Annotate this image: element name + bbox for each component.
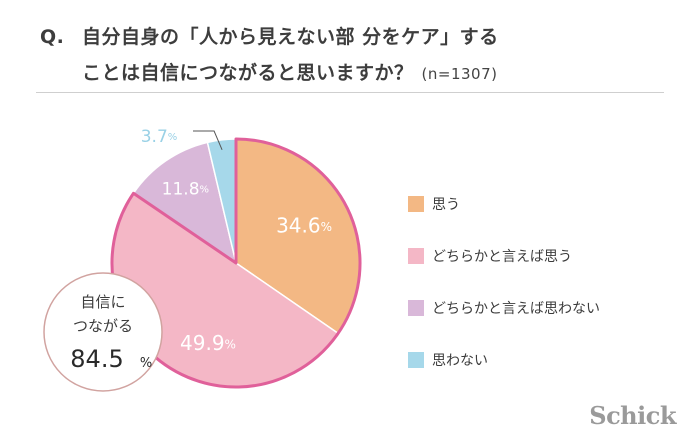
sample-size: (n=1307) — [421, 65, 498, 83]
slice-value-unit: % — [200, 184, 210, 195]
legend-swatch — [408, 352, 424, 368]
legend-swatch — [408, 248, 424, 264]
leader-line — [193, 130, 223, 151]
legend: 思う どちらかと言えば思う どちらかと言えば思わない 思わない — [408, 178, 600, 386]
legend-item-omowanai: 思わない — [408, 334, 600, 386]
slice-value-label: 3.7% — [141, 127, 178, 147]
title-divider — [36, 92, 664, 93]
legend-label: 思わない — [432, 353, 488, 369]
callout-circle — [43, 272, 163, 392]
pie-slice — [132, 141, 238, 265]
question-prefix: Q. — [40, 26, 65, 48]
legend-label: どちらかと言えば思う — [432, 249, 572, 265]
question-line-2: ことは自信につながると思いますか？ (n=1307) — [40, 58, 497, 85]
callout-line-2: つながる — [73, 317, 133, 335]
legend-item-dochiraka-omowanai: どちらかと言えば思わない — [408, 282, 600, 334]
callout: 自信に つながる 84.5 % — [43, 272, 163, 392]
legend-item-dochiraka-omou: どちらかと言えば思う — [408, 230, 600, 282]
legend-label: どちらかと言えば思わない — [432, 301, 600, 317]
callout-line-1: 自信に — [80, 293, 125, 311]
slice-value-unit: % — [321, 220, 332, 234]
legend-swatch — [408, 300, 424, 316]
slice-value-unit: % — [225, 337, 236, 351]
question-line-1: Q. 自分自身の「人から見えない部 分をケア」する — [40, 22, 499, 49]
question-text-1: 自分自身の「人から見えない部 分をケア」する — [82, 26, 499, 48]
callout-value: 84.5 — [70, 345, 123, 373]
legend-item-omou: 思う — [408, 178, 600, 230]
slice-value-unit: % — [168, 132, 178, 143]
schick-logo: Schick — [589, 401, 676, 430]
callout-unit: % — [140, 356, 152, 371]
slice-value-label: 11.8% — [162, 179, 209, 199]
question-text-2: ことは自信につながると思いますか？ — [82, 62, 414, 84]
legend-swatch — [408, 196, 424, 212]
legend-label: 思う — [432, 197, 460, 213]
